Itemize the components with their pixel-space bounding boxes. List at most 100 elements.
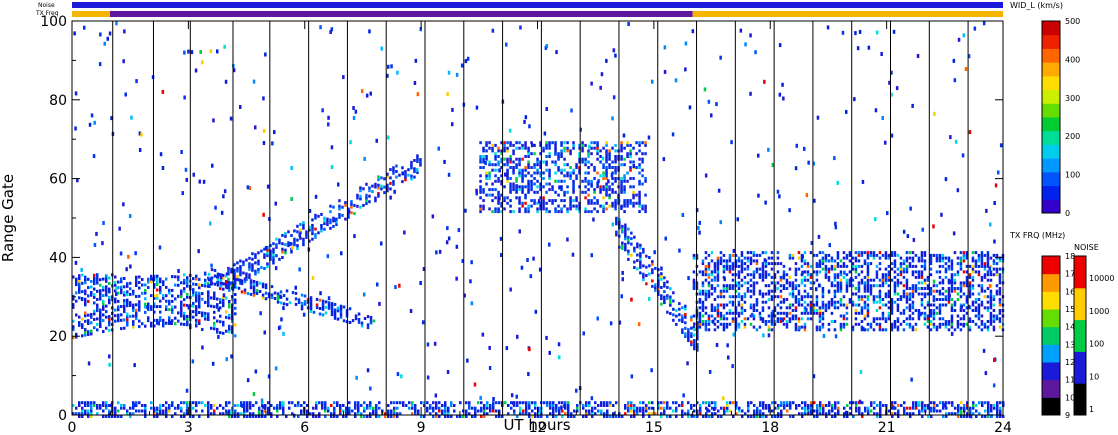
scatter-cell [180, 306, 183, 310]
sparse-echo [678, 248, 681, 253]
sparse-echo [944, 177, 948, 182]
scatter-cell [873, 401, 876, 405]
scatter-cell [704, 270, 708, 274]
scatter-cell [516, 404, 519, 407]
scatter-cell [956, 292, 960, 296]
scatter-cell [749, 306, 753, 310]
sparse-echo [183, 50, 186, 55]
scatter-cell [998, 325, 1002, 329]
scatter-cell [995, 273, 999, 277]
scatter-cell [752, 275, 756, 279]
scatter-cell [303, 294, 307, 298]
scatter-cell [500, 157, 503, 161]
scatter-cell [959, 309, 963, 312]
scatter-cell [138, 300, 141, 304]
scatter-cell [749, 289, 753, 293]
scatter-cell [509, 199, 512, 203]
scatter-cell [287, 241, 290, 245]
scatter-cell [684, 304, 687, 308]
scatter-cell [995, 256, 999, 260]
scatter-cell [605, 171, 608, 175]
scatter-cell [684, 326, 687, 330]
scatter-cell [147, 308, 150, 311]
scatter-cell [788, 256, 792, 260]
scatter-cell [735, 404, 738, 407]
scatter-cell [797, 292, 801, 296]
scatter-cell [891, 401, 894, 405]
scatter-cell [348, 412, 351, 416]
width-colorbar-block [1042, 117, 1060, 132]
scatter-cell [920, 270, 924, 274]
scatter-cell [798, 412, 801, 416]
sparse-echo [732, 332, 735, 337]
sparse-echo [993, 239, 996, 244]
scatter-cell [962, 251, 966, 255]
scatter-cell [734, 311, 738, 315]
sparse-echo [744, 42, 747, 47]
scatter-cell [858, 409, 861, 413]
scatter-cell [791, 287, 795, 290]
scatter-cell [387, 412, 390, 416]
scatter-cell [332, 219, 335, 223]
scatter-cell [986, 325, 990, 329]
scatter-cell [719, 251, 723, 255]
sparse-echo [110, 116, 113, 121]
scatter-cell [596, 199, 599, 203]
scatter-cell [932, 317, 936, 321]
scatter-cell [501, 415, 504, 418]
scatter-cell [881, 275, 885, 279]
scatter-cell [791, 289, 795, 293]
scatter-cell [690, 326, 693, 330]
scatter-cell [896, 253, 900, 257]
scatter-cell [914, 284, 918, 288]
scatter-cell [401, 166, 404, 170]
scatter-cell [896, 273, 900, 277]
scatter-cell [201, 283, 204, 287]
scatter-cell [573, 415, 576, 418]
scatter-cell [314, 213, 317, 217]
scatter-cell [989, 256, 993, 260]
scatter-cell [432, 401, 435, 405]
scatter-cell [830, 298, 834, 301]
scatter-cell [102, 409, 105, 413]
scatter-cell [708, 415, 711, 418]
sparse-echo [956, 188, 960, 193]
scatter-cell [728, 259, 732, 263]
scatter-cell [890, 298, 894, 301]
scatter-cell [914, 309, 918, 312]
scatter-cell [698, 270, 702, 274]
sparse-echo [757, 193, 760, 198]
scatter-cell [873, 412, 876, 416]
scatter-cell [696, 412, 699, 416]
scatter-cell [108, 412, 111, 416]
scatter-cell [219, 306, 222, 310]
scatter-cell [782, 298, 786, 301]
scatter-cell [354, 412, 357, 416]
scatter-cell [213, 404, 216, 407]
scatter-cell [716, 295, 720, 299]
scatter-cell [890, 262, 894, 266]
scatter-cell [866, 322, 870, 326]
scatter-cell [878, 262, 882, 266]
scatter-cell [485, 174, 488, 178]
scatter-cell [905, 270, 909, 274]
scatter-cell [722, 314, 726, 318]
scatter-cell [93, 276, 96, 280]
scatter-cell [90, 401, 93, 405]
scatter-cell [626, 204, 629, 208]
scatter-cell [102, 305, 105, 309]
scatter-cell [923, 251, 927, 255]
scatter-cell [960, 406, 963, 410]
scatter-cell [261, 282, 265, 286]
scatter-cell [120, 277, 123, 281]
scatter-cell [990, 404, 993, 407]
scatter-cell [474, 415, 477, 418]
scatter-cell [977, 264, 981, 268]
scatter-cell [201, 292, 204, 296]
scatter-cell [1002, 415, 1005, 418]
scatter-cell [914, 322, 918, 326]
scatter-cell [845, 253, 849, 257]
scatter-cell [201, 409, 204, 413]
scatter-cell [953, 328, 957, 332]
scatter-cell [866, 264, 870, 268]
